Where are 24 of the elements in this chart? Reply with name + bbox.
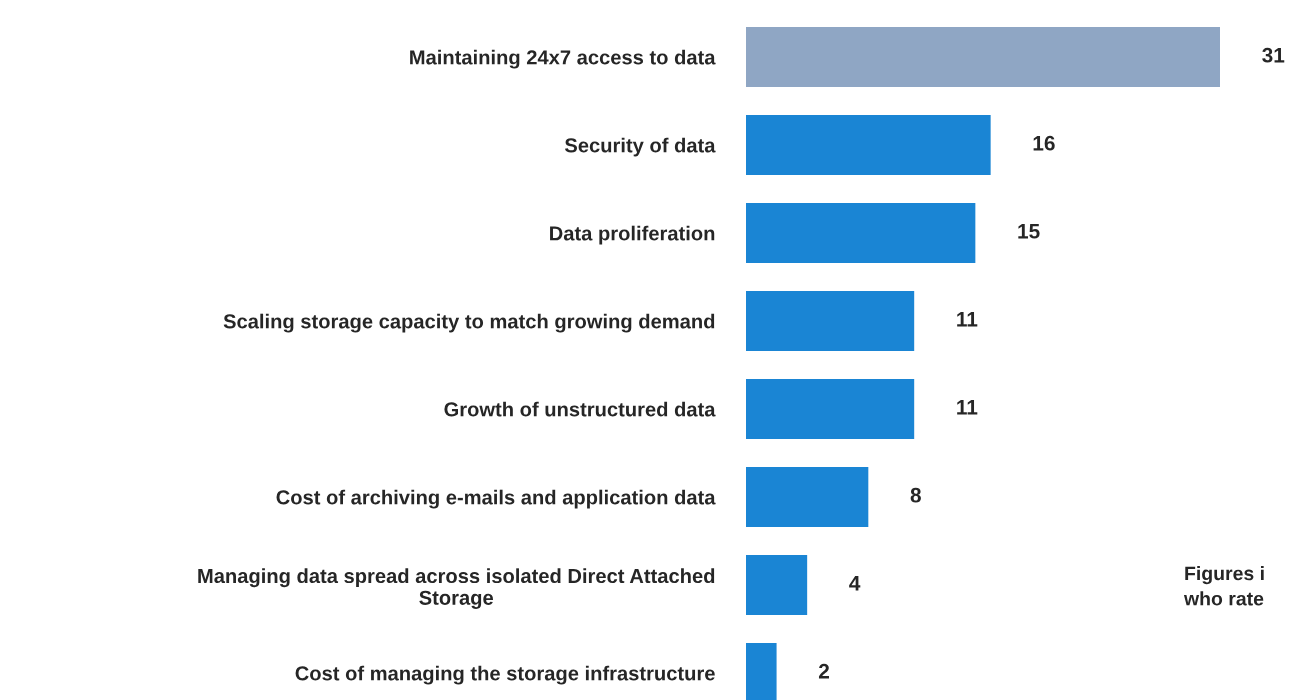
y-tick-label: Security of data [564, 137, 716, 157]
data-label: 11 [957, 312, 978, 327]
data-label: 11 [957, 400, 978, 415]
data-label: 8 [910, 487, 921, 503]
bar [746, 555, 808, 615]
y-tick-label: Data proliferation [550, 225, 715, 245]
bar [746, 291, 915, 351]
bar [746, 27, 1220, 87]
y-tick-label: Cost of archiving e-mails and application data [276, 489, 716, 509]
y-tick-label: Scaling storage capacity to match growing demand [223, 313, 715, 333]
bar [746, 203, 976, 263]
data-label: 31 [1262, 47, 1285, 63]
y-tick-label: Cost of managing the storage infrastructure [295, 665, 715, 685]
data-label: 4 [849, 576, 861, 591]
y-tick-label: Maintaining 24x7 access to data [410, 49, 716, 69]
annotation: Figures i who rate [1183, 566, 1264, 606]
y-tick-label: Growth of unstructured data [444, 401, 716, 417]
bar [746, 467, 869, 527]
y-tick-label: Managing data spread across isolated Direct Attached Storage [198, 568, 715, 609]
data-label: 16 [1033, 135, 1055, 151]
bar [746, 115, 991, 175]
data-label: 15 [1018, 224, 1040, 239]
bar [746, 379, 915, 439]
data-label: 2 [818, 663, 829, 679]
